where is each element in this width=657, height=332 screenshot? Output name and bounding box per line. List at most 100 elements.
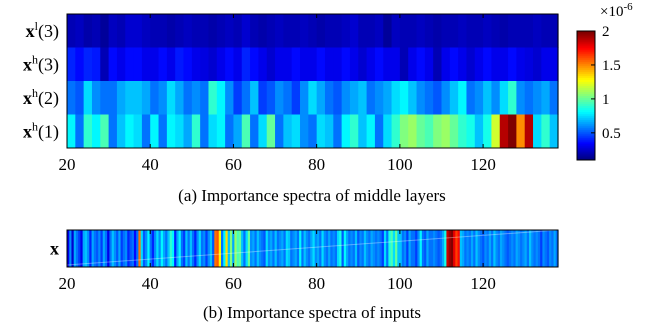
heatmap-cell [537,230,541,268]
heatmap-cell [209,230,213,268]
colorbar-step [577,77,595,80]
heatmap-cell [185,230,189,268]
heatmap-cell [120,230,124,268]
heatmap-cell [524,81,534,115]
heatmap-cell [158,81,168,115]
heatmap-cell [474,114,484,149]
heatmap-cell [348,230,352,268]
colorbar-step [577,97,595,101]
heatmap-cell [349,47,359,82]
colorbar-step [577,131,595,135]
heatmap-cell [203,230,206,268]
colorbar-step [577,47,595,50]
heatmap-cell [266,14,276,48]
colorbar-step [577,35,595,38]
heatmap-cell [408,114,418,149]
heatmap-cell [93,230,97,268]
colorbar-step [577,113,595,117]
heatmap-cell [533,114,542,149]
colorbar-step [577,41,595,44]
heatmap-cell [189,230,193,268]
colorbar-step [577,73,595,76]
heatmap-cell [166,81,176,115]
heatmap-cell [196,230,200,268]
heatmap-cell [404,230,407,268]
heatmap-cell [133,14,143,48]
row-label-sup: l [35,19,39,33]
heatmap-cell [383,230,387,268]
heatmap-cell [316,14,326,48]
heatmap-cell [416,114,426,149]
heatmap-cell [279,230,282,268]
heatmap-cell [522,230,526,268]
heatmap-cell [416,14,426,48]
heatmap-cell [474,47,484,82]
colorbar-step [577,153,595,157]
heatmap-cell [515,230,519,268]
panel-a: xl(3)xh(3)xh(2)xh(1) 20 40 60 80 100 120 (a) … [23,13,559,205]
heatmap-cell [516,14,526,48]
heatmap-cell [149,230,153,268]
heatmap-cell [265,230,269,268]
colorbar-step [577,39,595,42]
heatmap-cell [441,14,451,48]
heatmap-cell [180,230,184,268]
heatmap-cell [223,230,227,268]
heatmap-cell [308,14,318,48]
colorbar-step [577,91,595,94]
heatmap-cell [83,114,93,149]
heatmap-cell [316,47,326,82]
heatmap-cell [441,47,451,82]
heatmap-cell [283,114,293,149]
heatmap-cell [484,230,488,268]
heatmap-cell [412,230,416,268]
heatmap-cell [225,114,235,149]
colorbar-step [577,125,595,129]
heatmap-cell [417,230,421,268]
colorbar-step [577,69,595,72]
heatmap-cell [473,230,477,268]
heatmap-cell [406,230,410,268]
heatmap-cell [116,230,119,268]
heatmap-cell [183,230,186,268]
heatmap-cell [214,230,218,268]
heatmap-cell [108,47,118,82]
heatmap-cell [207,230,211,268]
heatmap-cell [147,230,151,268]
heatmap-cell [287,230,291,268]
heatmap-cell [183,81,193,115]
colorbar: 0.5 1 1.5 2 ×10-6 [576,1,633,161]
colorbar-step [577,155,595,159]
row-label-index: (2) [38,88,59,109]
heatmap-cell [234,230,238,268]
heatmap-cell [339,230,343,268]
heatmap-cell [508,230,512,268]
colorbar-tick-label: 1 [602,92,610,108]
colorbar-step [577,133,595,137]
x-tick-label: 40 [142,274,159,293]
row-label-var: x [26,21,35,41]
heatmap-cell [499,47,509,82]
heatmap-cell [125,81,135,115]
colorbar-step [577,63,595,66]
heatmap-cell [82,230,86,268]
heatmap-cell [345,230,349,268]
heatmap-cell [275,14,284,48]
heatmap-cell [516,47,526,82]
heatmap-cell [67,81,76,115]
heatmap-cell [372,230,376,268]
heatmap-cell [428,230,432,268]
heatmap-cell [341,47,351,82]
colorbar-gradient [577,31,595,161]
row-label-var: x [23,121,32,141]
colorbar-exponent-power: -6 [623,1,633,13]
heatmap-cell [241,114,251,149]
row-label: xl(3) [26,19,59,42]
heatmap-cell [475,230,479,268]
heatmap-cell [549,47,559,82]
heatmap-cell [208,81,218,115]
heatmap-cell [535,230,539,268]
heatmap-cell [491,81,501,115]
colorbar-tick-label: 0.5 [602,126,621,142]
heatmap-cell [383,114,393,149]
